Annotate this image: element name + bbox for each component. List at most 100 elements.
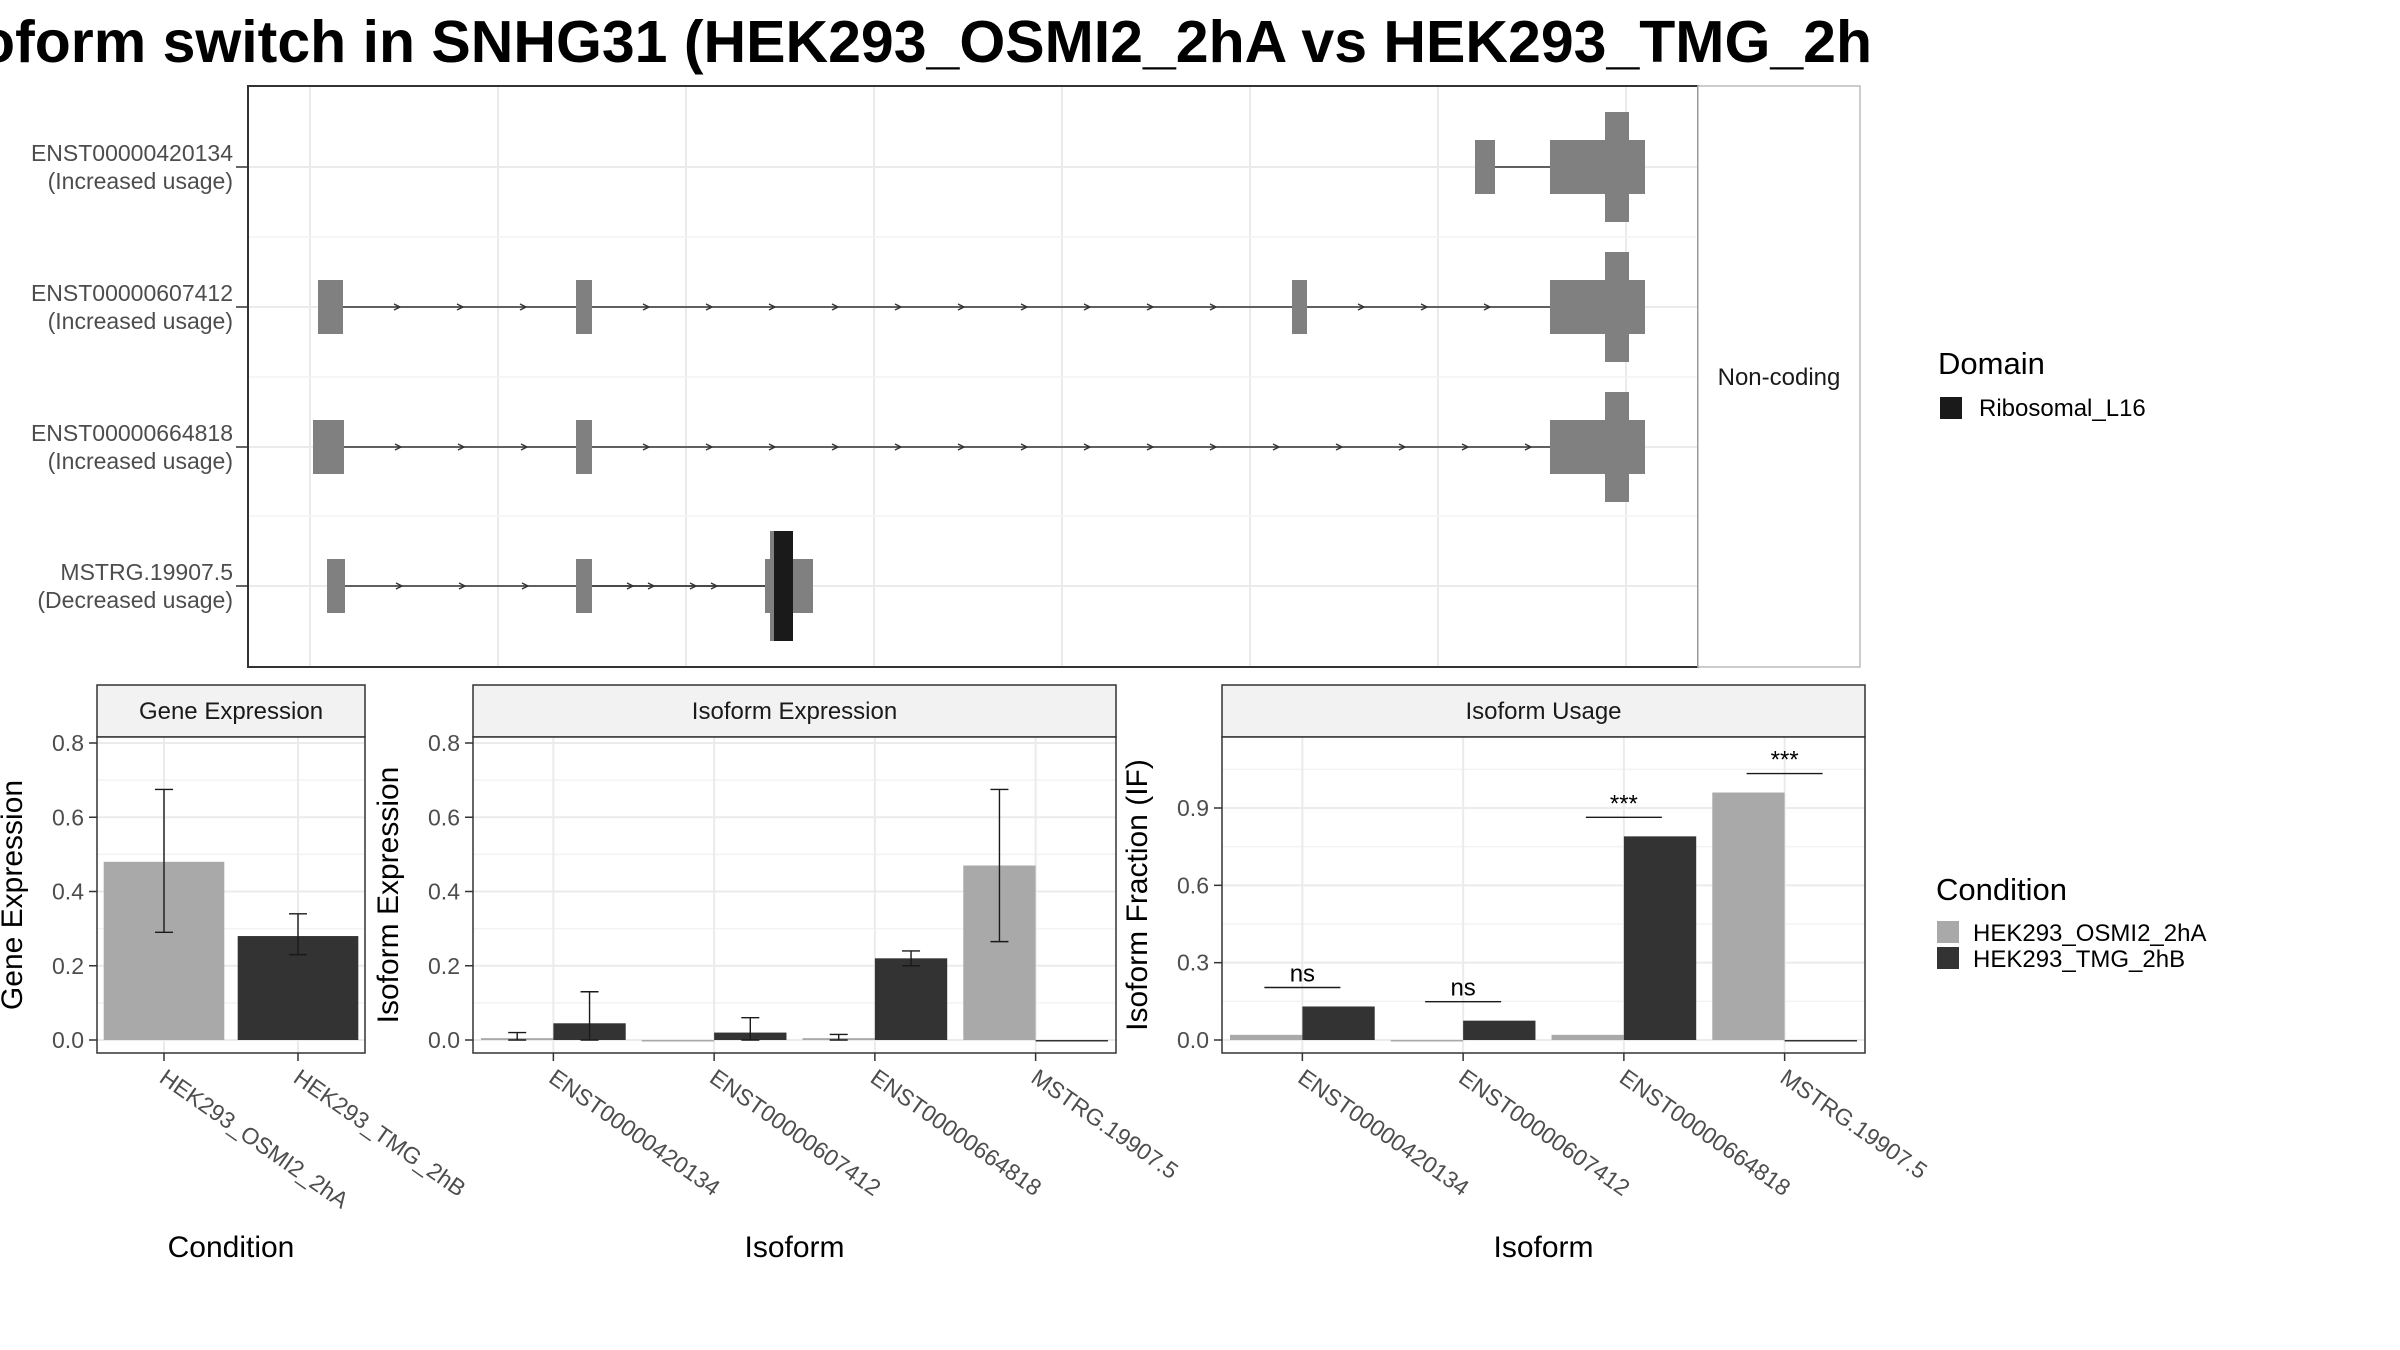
bar	[874, 958, 948, 1040]
transcript-model	[313, 392, 1645, 502]
main-title: ne isoform switch in SNHG31 (HEK293_OSMI…	[0, 6, 2400, 86]
bar	[1551, 1034, 1624, 1040]
y-tick-label: 0.6	[1177, 872, 1209, 898]
exon	[1292, 280, 1307, 334]
x-tick-label: ENST00000420134	[1294, 1064, 1475, 1201]
domain-legend-label: Ribosomal_L16	[1979, 395, 2146, 422]
intron-arrow	[1020, 303, 1029, 311]
intron-arrow	[1483, 303, 1492, 311]
intron-arrow	[520, 443, 529, 451]
intron-arrow	[1272, 443, 1281, 451]
y-axis-title: Isoform Fraction (IF)	[1121, 759, 1154, 1031]
intron-arrow	[626, 582, 635, 590]
exon-terminal	[1550, 420, 1645, 474]
y-tick-label: 0.4	[428, 879, 460, 905]
intron-arrow	[705, 443, 714, 451]
condition-legend-label-a: HEK293_OSMI2_2hA	[1973, 920, 2206, 947]
exon	[318, 280, 343, 334]
condition-legend-key-b	[1937, 947, 1959, 969]
intron-arrow	[894, 443, 903, 451]
bar	[1230, 1034, 1303, 1040]
y-axis-title: Gene Expression	[0, 780, 29, 1010]
intron-arrow	[1083, 303, 1092, 311]
structure-strip	[1697, 85, 1861, 668]
panel-strip	[96, 684, 366, 738]
bar	[1035, 1040, 1108, 1042]
x-tick-label: ENST00000607412	[705, 1064, 885, 1201]
x-axis-title: Isoform	[1493, 1231, 1593, 1264]
intron-arrow	[689, 582, 698, 590]
exon-terminal	[1550, 140, 1645, 194]
bar	[1390, 1040, 1464, 1042]
transcript-usage-label: (Increased usage)	[48, 308, 233, 334]
domain-legend-title: Domain	[1938, 346, 2045, 381]
exon	[576, 559, 592, 613]
transcript-usage-label: (Decreased usage)	[37, 587, 233, 613]
transcript-model	[1475, 112, 1645, 222]
panel-strip	[472, 684, 1117, 738]
y-tick-label: 0.0	[52, 1027, 84, 1053]
intron-arrow	[394, 443, 403, 451]
panel-plot-border	[472, 736, 1117, 1054]
condition-legend-title: Condition	[1936, 872, 2067, 907]
exon-terminal	[1550, 280, 1645, 334]
intron-arrow	[1420, 303, 1429, 311]
significance-label: ns	[1290, 960, 1315, 987]
y-tick-label: 0.2	[428, 953, 460, 979]
intron-arrow	[1020, 443, 1029, 451]
exon	[576, 280, 592, 334]
transcript-id-label: ENST00000664818	[31, 420, 233, 446]
bar	[1302, 1006, 1375, 1040]
panel-plot-border	[1221, 736, 1866, 1054]
x-tick-label: ENST00000607412	[1454, 1064, 1634, 1201]
y-tick-label: 0.9	[1177, 795, 1209, 821]
transcript-model	[318, 252, 1645, 362]
intron-arrow	[521, 582, 530, 590]
domain-ribosomal-l16	[774, 531, 793, 641]
legends: Domain Ribosomal_L16 Condition HEK293_OSMI2…	[1936, 346, 2206, 973]
intron-arrow	[1083, 443, 1092, 451]
intron-arrow	[768, 443, 777, 451]
transcript-id-label: ENST00000420134	[31, 140, 233, 166]
intron-arrow	[957, 443, 966, 451]
condition-legend-key-a	[1937, 921, 1959, 943]
panel-strip-title: Isoform Usage	[1465, 698, 1621, 725]
condition-legend-label-b: HEK293_TMG_2hB	[1973, 946, 2185, 973]
y-tick-label: 0.0	[428, 1027, 460, 1053]
intron-arrow	[768, 303, 777, 311]
domain-legend-key	[1940, 397, 1962, 419]
bar	[1712, 792, 1785, 1040]
exon	[1475, 140, 1495, 194]
bar	[641, 1040, 715, 1042]
y-axis-title: Isoform Expression	[372, 767, 405, 1024]
intron-arrow	[519, 303, 528, 311]
intron-arrow	[1146, 303, 1155, 311]
intron-arrow	[705, 303, 714, 311]
exon-terminal-peak	[1605, 112, 1629, 222]
intron-arrow	[831, 303, 840, 311]
panel-isoform-expression: Isoform Expression 0.0 0.2 0.4 0.6 0.8 ENST000…	[372, 684, 1183, 1264]
exon	[576, 420, 592, 474]
bar	[1784, 1040, 1857, 1042]
panel-strip-title: Isoform Expression	[692, 698, 897, 725]
panel-strip	[1221, 684, 1866, 738]
intron-arrow	[1146, 443, 1155, 451]
panel-plot-border	[96, 736, 366, 1054]
transcript-id-label: ENST00000607412	[31, 280, 233, 306]
intron-arrow	[957, 303, 966, 311]
intron-arrow	[457, 443, 466, 451]
intron-arrow	[1209, 303, 1218, 311]
intron-arrow	[1524, 443, 1533, 451]
intron-arrow	[894, 303, 903, 311]
intron-arrow	[642, 303, 651, 311]
intron-arrow	[1461, 443, 1470, 451]
y-tick-label: 0.0	[1177, 1027, 1209, 1053]
intron-arrow	[831, 443, 840, 451]
y-tick-label: 0.2	[52, 953, 84, 979]
x-tick-label: MSTRG.19907.5	[1027, 1064, 1183, 1184]
bar	[1623, 836, 1697, 1040]
intron-arrow	[393, 303, 402, 311]
y-tick-label: 0.4	[52, 879, 84, 905]
